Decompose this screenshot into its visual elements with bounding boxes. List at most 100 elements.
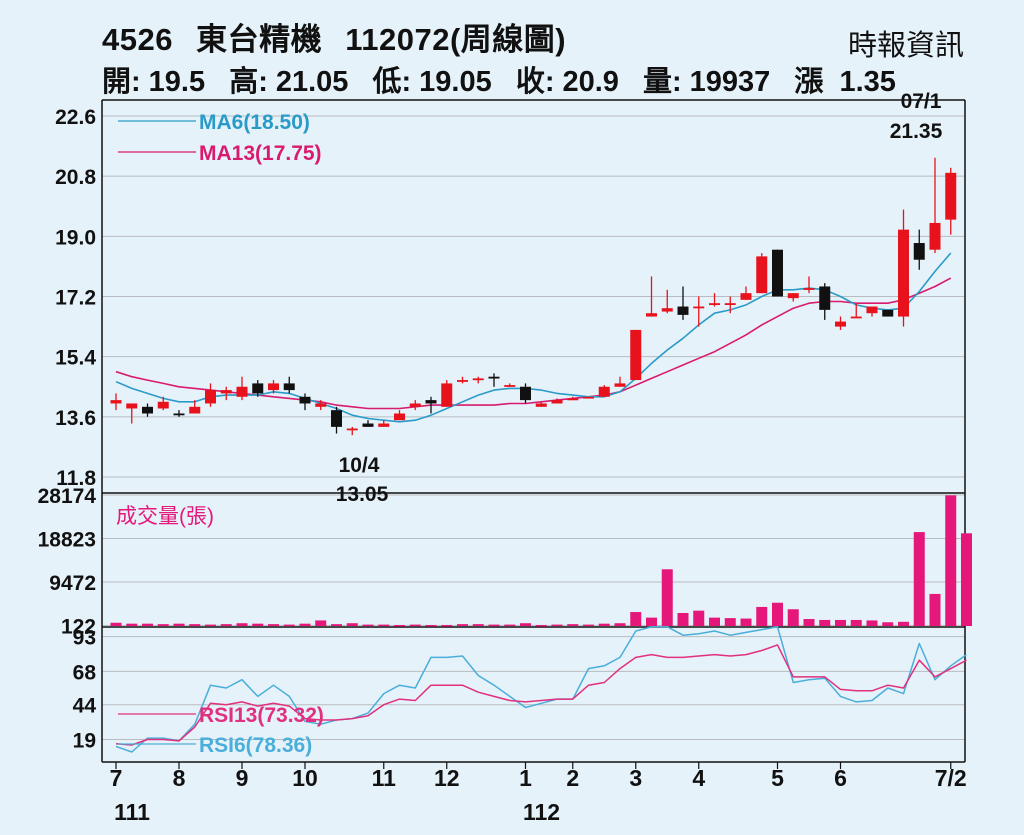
volume-bar [283,624,295,627]
volume-bar [378,624,390,627]
rsi-tick-label: 68 [73,661,97,684]
candle-up [472,378,484,381]
candle-up [630,329,642,381]
volume-title: 成交量(張) [116,505,214,528]
candle-up [394,413,405,421]
x-month-label: 11 [372,765,397,791]
volume-bar [724,618,736,626]
volume-bar [220,624,232,626]
candle-up [567,398,579,401]
volume-bar [110,622,122,626]
candle-down [252,383,264,394]
candle-up [205,390,216,404]
volume-bar [189,624,201,626]
price-tick-label: 19.0 [55,226,96,249]
candle-down [142,406,153,414]
volume-tick-label: 122 [61,615,96,638]
volume-bar [268,624,279,626]
x-year-label: 111 [114,799,150,825]
candle-up [693,306,705,309]
price-tick-label: 13.6 [55,407,96,430]
candle-up [504,385,516,387]
volume-bar [756,606,768,626]
volume-bar [677,612,689,626]
candle-up [236,386,248,397]
volume-bar [661,569,673,626]
candle-down [488,376,500,379]
volume-bar [488,624,500,627]
volume-bar [126,623,138,626]
rsi-tick-label: 93 [73,627,96,650]
candle-up [614,383,626,387]
volume-bar [740,618,752,626]
volume-bar [898,621,909,626]
candle-up [945,172,957,220]
volume-bar [535,625,547,627]
quote-summary: 開: 19.5 高: 21.05 低: 19.05 收: 20.9 量: 19937 漲 … [102,58,912,100]
rsi6-line [115,626,967,753]
rsi6-legend-label: RSI6(78.36) [199,734,312,757]
quote-high: 高: 21.05 [229,66,349,98]
candle-up [898,229,909,317]
volume-bar [929,593,941,626]
candle-up [268,383,279,391]
volume-bar [520,623,531,626]
data-source: 時報資訊 [847,30,964,62]
stock-code: 4526 [102,22,173,57]
candle-up [441,383,453,407]
volume-tick-label: 18823 [38,528,96,551]
volume-bar [551,624,563,627]
price-tick-label: 11.8 [56,467,96,490]
volume-bar [425,625,437,627]
price-tick-label: 15.4 [55,347,96,370]
x-month-label: 1 [519,765,532,791]
candle-up [189,406,201,414]
volume-bar [787,609,799,626]
volume-bar [866,620,878,626]
volume-bar [346,623,358,626]
candle-up [929,222,941,250]
volume-bar [850,619,862,626]
x-month-label: 7/2 [935,765,967,791]
candle-up [346,428,358,431]
chart-title: 4526 東台精機 112072(周線圖) [102,14,580,59]
candle-up [740,293,752,300]
volume-bar [882,622,894,626]
candle-up [646,313,657,317]
x-month-label: 4 [692,765,705,791]
candle-down [677,306,689,315]
volume-bar [819,619,831,626]
x-month-label: 10 [292,765,318,791]
chart-header: 4526 東台精機 112072(周線圖) 時報資訊 開: 19.5 高: 21.0… [0,0,1024,100]
candle-up [551,400,563,404]
candle-down [362,423,374,427]
volume-bar [945,495,957,626]
rsi-tick-label: 44 [73,695,97,718]
candle-up [866,306,878,314]
volume-bar [441,625,453,627]
high-annotation-price: 21.35 [890,120,943,143]
high-annotation-date: 07/1 [901,90,942,113]
volume-bar [709,617,720,626]
candle-up [535,403,547,407]
volume-bar [598,623,610,626]
candle-up [709,303,720,305]
candle-up [315,403,327,407]
candle-up [409,403,421,407]
candle-up [661,308,673,312]
x-month-label: 7 [110,765,123,791]
volume-bar [362,624,374,627]
low-annotation-price: 13.05 [336,483,389,506]
candle-down [299,396,311,404]
candle-up [457,380,468,382]
volume-bar [472,624,484,626]
candle-up [835,321,846,327]
volume-bar [236,623,248,626]
volume-bar [961,533,972,626]
x-month-label: 2 [566,765,579,791]
volume-bar [315,620,327,626]
volume-bar [772,602,783,626]
x-year-label: 112 [523,799,560,825]
volume-bar [913,532,925,626]
